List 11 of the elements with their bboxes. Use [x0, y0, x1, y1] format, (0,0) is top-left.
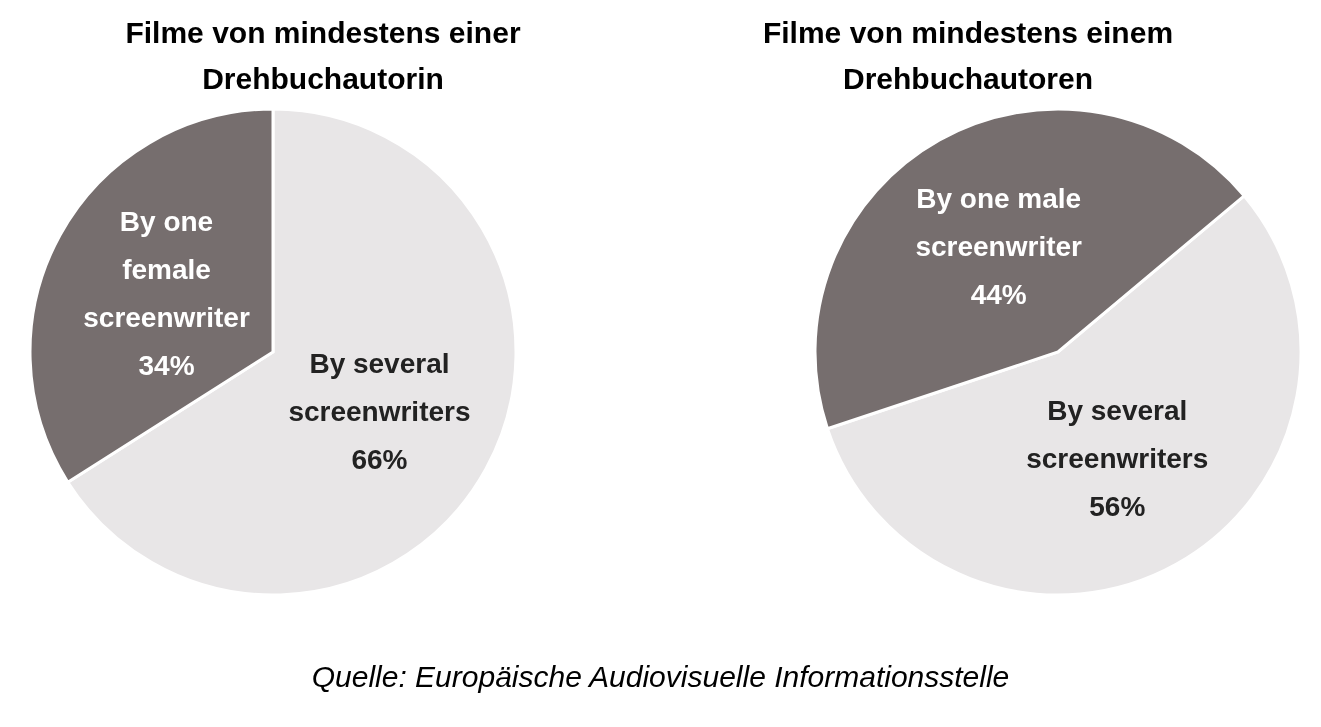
data-label: 66%: [351, 443, 408, 475]
data-label: 56%: [1089, 490, 1146, 522]
slice-label: By one male screenwriter: [915, 182, 1083, 262]
slice-label: By several screenwriters: [1026, 394, 1209, 474]
chart-title: Filme von mindestens einem Drehbuchautoren: [761, 15, 1175, 97]
chart-title: Filme von mindestens einer Drehbuchautorin: [124, 15, 522, 97]
data-label: 34%: [138, 349, 195, 381]
data-label: 44%: [970, 278, 1027, 310]
source-note: Quelle: Europäische Audiovisuelle Informationsstelle: [310, 660, 1011, 694]
slice-label: By several screenwriters: [288, 347, 471, 427]
slice-label: By one female screenwriter: [83, 205, 250, 333]
